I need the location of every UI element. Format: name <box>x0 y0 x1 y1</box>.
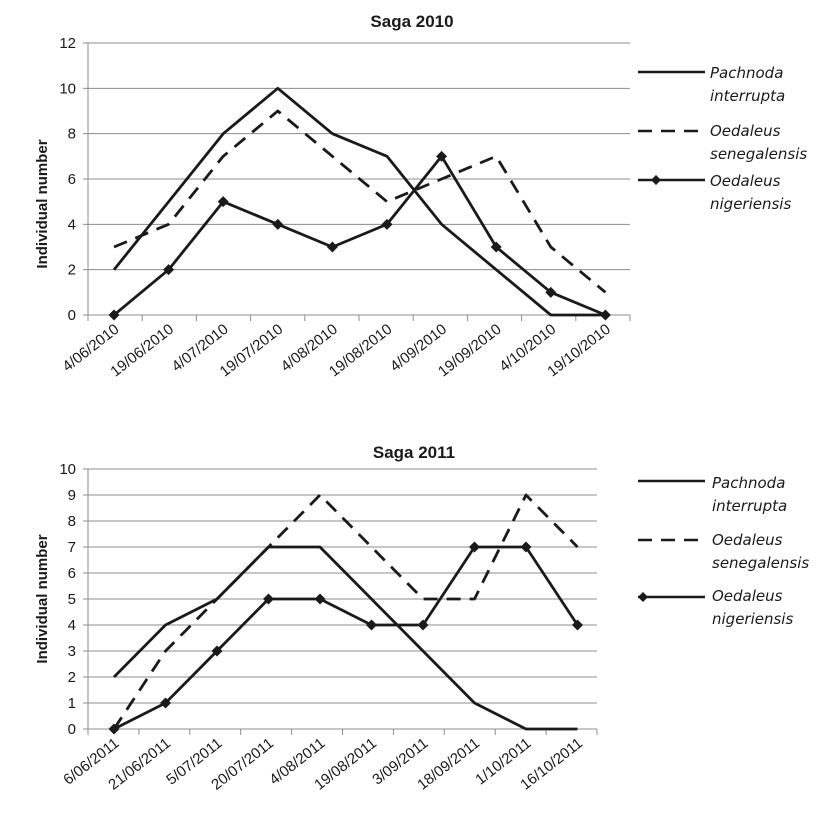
legend-label-line2: nigeriensis <box>712 610 793 628</box>
diamond-marker-icon <box>638 592 648 602</box>
y-tick-labels: 0 2 4 6 8 10 12 <box>59 35 76 324</box>
y-tick-label: 4 <box>68 617 76 634</box>
diamond-marker-icon <box>651 175 661 185</box>
data-point-oedaleus-nigeriensis <box>314 593 326 605</box>
y-tick-label: 6 <box>68 565 76 582</box>
legend-label-line1: Pachnoda <box>710 64 783 82</box>
data-point-oedaleus-nigeriensis <box>163 264 175 276</box>
y-tick-label: 8 <box>68 126 76 143</box>
data-point-oedaleus-nigeriensis <box>160 697 171 709</box>
y-tick-label: 0 <box>68 721 76 738</box>
legend-item-oedaleus-senegalensis: Oedaleus senegalensis <box>638 122 807 163</box>
series-line-oedaleus-nigeriensis <box>113 154 606 317</box>
series-lines <box>108 493 583 735</box>
series-line-pachnoda-interrupta <box>112 86 606 317</box>
legend-item-oedaleus-senegalensis: Oedaleus senegalensis <box>638 531 809 572</box>
series-lines <box>108 86 611 321</box>
y-tick-label: 6 <box>68 171 76 188</box>
y-tick-labels: 0 1 2 3 4 5 6 7 8 9 10 <box>59 461 76 738</box>
legend-label-line1: Oedaleus <box>710 122 781 140</box>
data-point-oedaleus-nigeriensis <box>545 286 557 298</box>
y-axis-label: Individual number <box>34 534 51 663</box>
series-line-oedaleus-senegalensis <box>113 109 607 294</box>
chart-saga-2011: Saga 2011 Individual number 0 1 2 3 4 5 6 7 8 9 10… <box>34 443 809 794</box>
axes <box>83 468 598 735</box>
legend-label-line1: Oedaleus <box>712 531 783 549</box>
y-tick-label: 1 <box>68 695 76 712</box>
y-tick-label: 12 <box>59 35 76 52</box>
x-tick-labels: 4/06/201019/06/20104/07/201019/07/20104/… <box>59 321 613 381</box>
legend-label-line2: senegalensis <box>712 554 809 572</box>
y-axis-label: Individual number <box>34 139 51 268</box>
x-tick-labels: 6/06/201121/06/20115/07/201120/07/20114/… <box>60 735 586 794</box>
legend-label-line1: Pachnoda <box>712 474 785 492</box>
legend-label-line1: Oedaleus <box>710 172 781 190</box>
data-point-oedaleus-nigeriensis <box>381 218 393 230</box>
series-line-pachnoda-interrupta <box>113 545 578 731</box>
y-tick-label: 7 <box>68 539 76 556</box>
legend-label-line2: interrupta <box>710 87 785 105</box>
legend-label-line2: senegalensis <box>710 145 807 163</box>
y-tick-label: 10 <box>59 80 76 97</box>
legend-label-line2: nigeriensis <box>710 195 791 213</box>
y-tick-label: 5 <box>68 591 76 608</box>
data-point-oedaleus-nigeriensis <box>520 541 532 553</box>
data-point-oedaleus-nigeriensis <box>272 218 284 230</box>
data-point-oedaleus-nigeriensis <box>326 241 338 253</box>
y-tick-label: 2 <box>68 262 76 279</box>
y-tick-label: 3 <box>68 643 76 660</box>
y-tick-label: 9 <box>68 487 76 504</box>
chart-title: Saga 2010 <box>370 12 453 31</box>
y-tick-label: 0 <box>68 307 76 324</box>
data-point-oedaleus-nigeriensis <box>263 593 274 605</box>
data-point-oedaleus-nigeriensis <box>572 619 583 631</box>
chart-title: Saga 2011 <box>373 443 455 462</box>
axes <box>83 42 631 321</box>
data-point-oedaleus-nigeriensis <box>490 241 502 253</box>
series-line-oedaleus-senegalensis <box>112 493 579 730</box>
y-tick-label: 2 <box>68 669 76 686</box>
legend: Pachnoda interrupta Oedaleus senegalensi… <box>638 474 809 628</box>
data-point-oedaleus-nigeriensis <box>108 723 120 735</box>
data-point-oedaleus-nigeriensis <box>211 645 223 657</box>
legend-item-pachnoda-interrupta: Pachnoda interrupta <box>638 64 785 105</box>
y-tick-label: 4 <box>68 216 76 233</box>
data-point-oedaleus-nigeriensis <box>469 541 480 553</box>
legend-item-oedaleus-nigeriensis: Oedaleus nigeriensis <box>638 172 791 213</box>
data-point-oedaleus-nigeriensis <box>436 150 448 162</box>
series-line-oedaleus-nigeriensis <box>113 545 579 731</box>
legend: Pachnoda interrupta Oedaleus senegalensi… <box>638 64 807 213</box>
legend-item-pachnoda-interrupta: Pachnoda interrupta <box>638 474 787 515</box>
data-point-oedaleus-nigeriensis <box>217 196 229 208</box>
y-tick-label: 10 <box>59 461 76 478</box>
data-point-oedaleus-nigeriensis <box>366 619 377 631</box>
data-point-oedaleus-nigeriensis <box>599 309 611 321</box>
data-point-oedaleus-nigeriensis <box>417 619 429 631</box>
data-point-oedaleus-nigeriensis <box>108 309 120 321</box>
legend-label-line1: Oedaleus <box>712 587 783 605</box>
legend-label-line2: interrupta <box>712 497 787 515</box>
grid-lines <box>88 468 597 704</box>
legend-item-oedaleus-nigeriensis: Oedaleus nigeriensis <box>638 587 793 628</box>
y-tick-label: 8 <box>68 513 76 530</box>
chart-saga-2010: Saga 2010 Individual number 0 2 4 6 8 10 12 4/… <box>34 12 807 380</box>
